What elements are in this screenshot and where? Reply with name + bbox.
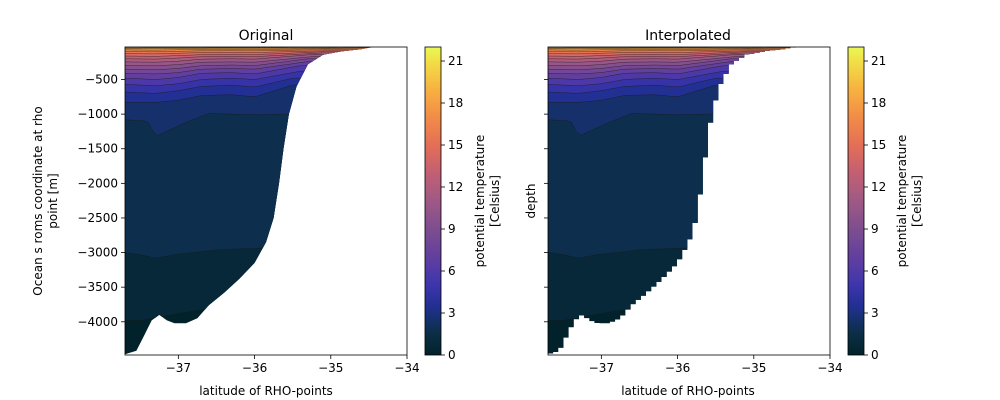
- colorbar-tick-label: 3: [448, 306, 456, 320]
- y-tick-label: −1000: [77, 107, 118, 121]
- y-tick-label: −2500: [77, 211, 118, 225]
- x-axis: −37 −36 −35 −34: [589, 355, 843, 375]
- temperature-field: [125, 47, 373, 355]
- x-tick-label: −34: [817, 361, 842, 375]
- colorbar-tick-label: 21: [448, 54, 463, 68]
- colorbar-label-line-1: potential temperature: [895, 135, 909, 268]
- colorbar-label-line-2: [Celsius]: [488, 175, 502, 227]
- contour-line: [548, 48, 796, 51]
- y-axis: −500 −1000 −1500 −2000 −2500 −3000 −3500 −4000: [77, 73, 125, 329]
- x-tick-label: −36: [242, 361, 267, 375]
- panel-title: Original: [239, 28, 294, 44]
- plot-area: [548, 47, 796, 354]
- contour-line: [125, 47, 373, 50]
- x-tick-label: −37: [589, 361, 614, 375]
- x-tick-label: −34: [394, 361, 419, 375]
- colorbar-tick-label: 6: [871, 264, 879, 278]
- colorbar-gradient: [424, 46, 442, 356]
- y-axis-label-line-2: point [m]: [46, 173, 60, 228]
- plot-frame: [124, 46, 408, 356]
- y-tick-label: −1500: [77, 142, 118, 156]
- y-tick-label: −4000: [77, 315, 118, 329]
- y-tick-label: −3500: [77, 280, 118, 294]
- colorbar-tick-label: 21: [871, 54, 886, 68]
- y-tick-label: −2000: [77, 176, 118, 190]
- panel-interpolated: Interpolated −37 −36 −35 −34 latitude of RH…: [524, 28, 843, 398]
- colorbar-label-line-2: [Celsius]: [910, 175, 924, 227]
- contour-line: [125, 48, 373, 51]
- x-axis-label: latitude of RHO-points: [199, 384, 333, 398]
- colorbar-left: 0 3 6 9 12 15 18 21 potential temperature [Cels…: [424, 46, 502, 362]
- plot-area: [125, 47, 373, 355]
- y-tick-label: −3000: [77, 246, 118, 260]
- colorbar-tick-label: 12: [448, 180, 463, 194]
- panel-title: Interpolated: [645, 28, 731, 44]
- colorbar-tick-label: 15: [871, 138, 886, 152]
- y-axis: [544, 79, 548, 323]
- x-axis: −37 −36 −35 −34: [166, 355, 420, 375]
- y-axis-label: depth: [524, 184, 538, 219]
- colorbar-label-line-1: potential temperature: [473, 135, 487, 268]
- y-axis-label-line-1: Ocean s roms coordinate at rho: [31, 106, 45, 295]
- y-tick-label: −500: [85, 73, 118, 87]
- colorbar-tick-label: 9: [871, 222, 879, 236]
- colorbar-tick-label: 9: [448, 222, 456, 236]
- colorbar-gradient: [847, 46, 865, 356]
- x-tick-label: −35: [318, 361, 343, 375]
- plot-frame: [547, 46, 831, 356]
- contour-line: [548, 47, 796, 50]
- colorbar-tick-label: 0: [448, 348, 456, 362]
- colorbar-right: 0 3 6 9 12 15 18 21 potential temperature [Cels…: [847, 46, 924, 362]
- temperature-field: [548, 47, 796, 354]
- colorbar-tick-label: 18: [871, 96, 886, 110]
- colorbar-tick-label: 3: [871, 306, 879, 320]
- panel-original: Original −37 −36 −35 −34 −500 −1000 −1500 −200…: [31, 28, 420, 398]
- colorbar-tick-label: 15: [448, 138, 463, 152]
- x-tick-label: −37: [166, 361, 191, 375]
- colorbar-tick-label: 0: [871, 348, 879, 362]
- x-tick-label: −35: [741, 361, 766, 375]
- x-axis-label: latitude of RHO-points: [621, 384, 755, 398]
- colorbar-tick-label: 12: [871, 180, 886, 194]
- x-tick-label: −36: [665, 361, 690, 375]
- colorbar-tick-label: 18: [448, 96, 463, 110]
- colorbar-tick-label: 6: [448, 264, 456, 278]
